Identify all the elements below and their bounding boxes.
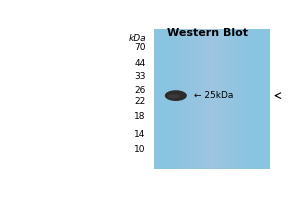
Text: 44: 44 xyxy=(134,59,146,68)
Bar xyxy=(185,29,238,169)
Bar xyxy=(177,29,247,169)
Bar xyxy=(206,29,218,169)
Bar xyxy=(190,29,234,169)
Text: kDa: kDa xyxy=(129,34,147,43)
Text: 18: 18 xyxy=(134,112,146,121)
Bar xyxy=(175,29,248,169)
Text: Western Blot: Western Blot xyxy=(167,28,248,38)
Text: 10: 10 xyxy=(134,145,146,154)
Bar xyxy=(188,29,236,169)
Text: 26: 26 xyxy=(134,86,146,95)
Text: 70: 70 xyxy=(134,43,146,52)
Bar xyxy=(208,29,216,169)
Text: ← 25kDa: ← 25kDa xyxy=(194,91,234,100)
Bar xyxy=(179,29,244,169)
Bar xyxy=(171,29,253,169)
Text: 33: 33 xyxy=(134,72,146,81)
Bar xyxy=(173,29,250,169)
Bar xyxy=(210,29,214,169)
Bar xyxy=(191,29,232,169)
Bar xyxy=(200,29,224,169)
Bar xyxy=(183,29,240,169)
Bar xyxy=(154,29,270,169)
Ellipse shape xyxy=(165,90,187,101)
Bar xyxy=(198,29,226,169)
Bar xyxy=(202,29,222,169)
Bar xyxy=(194,29,230,169)
Bar xyxy=(196,29,228,169)
Bar xyxy=(182,29,242,169)
Text: 22: 22 xyxy=(134,97,146,106)
Bar xyxy=(204,29,220,169)
Ellipse shape xyxy=(168,94,180,98)
Text: 14: 14 xyxy=(134,130,146,139)
